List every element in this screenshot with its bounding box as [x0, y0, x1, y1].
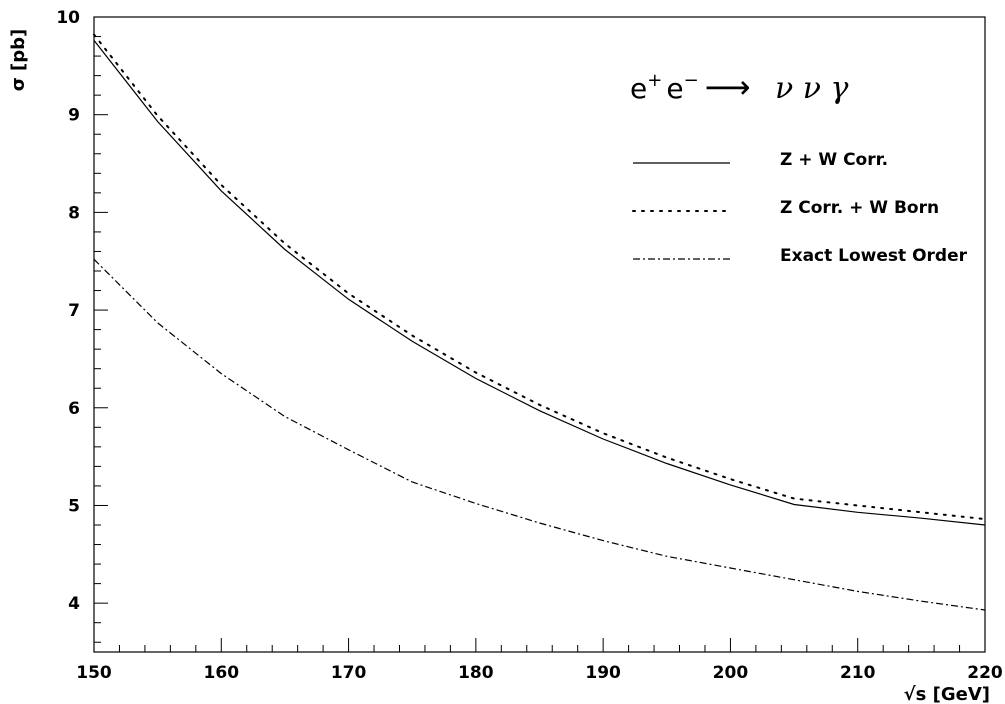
x-tick-label: 210 — [840, 663, 876, 683]
y-tick-label: 5 — [68, 496, 80, 516]
series-line-1 — [93, 40, 986, 526]
x-axis-label: √s [GeV] — [904, 684, 990, 704]
axes — [93, 16, 986, 653]
ticks: 150 160 170 180 190 200 210 220 4 5 6 7 8 9 10 — [56, 8, 1003, 683]
lhs-plus-superscript: + — [647, 70, 662, 91]
legend-label-2: Z Corr. + W Born — [780, 198, 939, 218]
y-tick-label: 7 — [68, 301, 80, 321]
plot-frame — [93, 16, 986, 653]
x-tick-label: 170 — [331, 663, 367, 683]
y-axis-label: σ [pb] — [8, 29, 29, 92]
process-arrow: ⟶ — [705, 68, 751, 106]
y-tick-label: 4 — [68, 594, 80, 614]
y-tick-label: 8 — [68, 203, 80, 223]
legend: Z + W Corr. Z Corr. + W Born Exact Lowest … — [632, 150, 968, 266]
lhs-minus-superscript: − — [684, 70, 699, 91]
y-tick-label: 10 — [56, 8, 80, 28]
process-annotation: e+ e− ⟶ ν ν γ — [630, 68, 849, 106]
x-tick-label: 180 — [458, 663, 494, 683]
y-tick-label: 9 — [68, 106, 80, 126]
legend-label-3: Exact Lowest Order — [780, 246, 968, 266]
series-lines — [93, 33, 986, 611]
lhs-electron: e — [630, 72, 647, 105]
lhs-positron: e — [666, 72, 683, 105]
x-tick-label: 200 — [713, 663, 749, 683]
series-line-2 — [93, 33, 986, 521]
x-tick-label: 190 — [585, 663, 621, 683]
svg-text:e+e−⟶: e+ e− ⟶ — [630, 68, 751, 106]
y-tick-label: 6 — [68, 399, 80, 419]
process-products: ν ν γ — [775, 71, 849, 106]
x-tick-label: 220 — [967, 663, 1003, 683]
x-tick-label: 160 — [204, 663, 240, 683]
x-tick-label: 150 — [76, 663, 112, 683]
series-line-3 — [93, 258, 986, 611]
legend-label-1: Z + W Corr. — [780, 150, 888, 170]
